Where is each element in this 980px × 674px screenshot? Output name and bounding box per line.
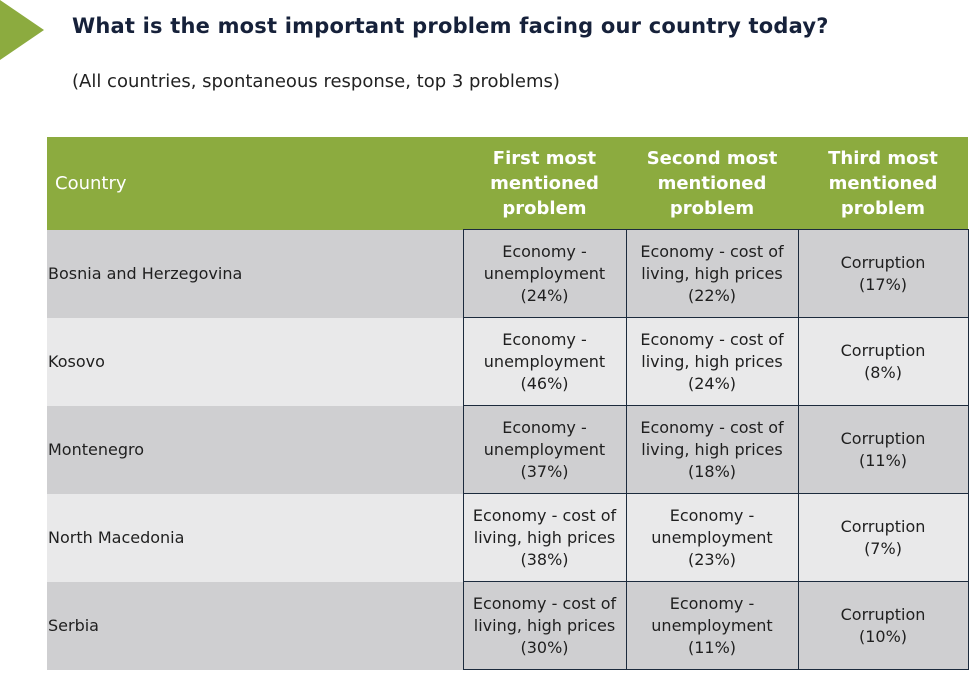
second-problem-cell: Economy - cost of living, high prices (1… xyxy=(625,405,799,494)
third-problem-cell: Corruption (17%) xyxy=(797,229,969,318)
cell-line: Corruption xyxy=(840,340,926,360)
first-problem-cell: Economy - unemployment (24%) xyxy=(462,229,627,318)
cell-line: Economy - xyxy=(502,241,587,261)
header-line: problem xyxy=(502,197,587,219)
cell-line: Economy - xyxy=(669,505,755,525)
column-header-second: Second most mentioned problem xyxy=(626,137,798,230)
table-header-row: Country First most mentioned problem Sec… xyxy=(47,137,968,230)
country-cell: Montenegro xyxy=(47,405,463,494)
cell-line: (10%) xyxy=(858,626,908,646)
cell-line: living, high prices xyxy=(473,615,616,635)
second-problem-cell: Economy - cost of living, high prices (2… xyxy=(625,317,799,406)
cell-line: Corruption xyxy=(840,516,926,536)
cell-line: Economy - xyxy=(502,417,587,437)
header-line: mentioned xyxy=(828,172,938,194)
cell-line: Corruption xyxy=(840,604,926,624)
table-row: Montenegro Economy - unemployment (37%) … xyxy=(47,405,969,494)
table-row: Bosnia and Herzegovina Economy - unemplo… xyxy=(47,229,969,318)
column-header-first: First most mentioned problem xyxy=(463,137,626,230)
cell-line: (37%) xyxy=(520,461,569,481)
country-cell: North Macedonia xyxy=(47,493,463,582)
cell-line: (11%) xyxy=(687,637,737,657)
table-row: Kosovo Economy - unemployment (46%) Econ… xyxy=(47,317,969,406)
first-problem-cell: Economy - unemployment (46%) xyxy=(462,317,627,406)
second-problem-cell: Economy - cost of living, high prices (2… xyxy=(625,229,799,318)
cell-line: Economy - xyxy=(669,593,755,613)
third-problem-cell: Corruption (10%) xyxy=(797,581,969,670)
cell-line: living, high prices xyxy=(473,527,616,547)
third-problem-cell: Corruption (7%) xyxy=(797,493,969,582)
cell-line: Economy - cost of xyxy=(472,593,617,613)
cell-line: (7%) xyxy=(864,538,902,558)
cell-line: Economy - cost of xyxy=(640,329,784,349)
cell-line: living, high prices xyxy=(641,263,783,283)
second-problem-cell: Economy - unemployment (11%) xyxy=(625,581,799,670)
cell-line: (24%) xyxy=(687,373,737,393)
cell-line: (46%) xyxy=(520,373,569,393)
cell-line: (23%) xyxy=(687,549,737,569)
header-line: Second most xyxy=(646,147,778,169)
cell-line: Economy - cost of xyxy=(472,505,617,525)
cell-line: (8%) xyxy=(864,362,902,382)
country-cell: Serbia xyxy=(47,581,463,670)
cell-line: Economy - cost of xyxy=(640,241,784,261)
third-problem-cell: Corruption (11%) xyxy=(797,405,969,494)
header-line: problem xyxy=(840,197,926,219)
cell-line: unemployment xyxy=(483,263,606,283)
cell-line: unemployment xyxy=(483,439,606,459)
header-line: problem xyxy=(669,197,755,219)
header-line: mentioned xyxy=(490,172,599,194)
column-header-third: Third most mentioned problem xyxy=(798,137,968,230)
first-problem-cell: Economy - unemployment (37%) xyxy=(462,405,627,494)
cell-line: (22%) xyxy=(687,285,737,305)
cell-line: living, high prices xyxy=(641,439,783,459)
cell-line: unemployment xyxy=(651,527,773,547)
cell-line: (18%) xyxy=(687,461,737,481)
header-line: Third most xyxy=(828,147,938,169)
country-cell: Bosnia and Herzegovina xyxy=(47,229,463,318)
cell-line: living, high prices xyxy=(641,351,783,371)
cell-line: unemployment xyxy=(483,351,606,371)
page-subtitle: (All countries, spontaneous response, to… xyxy=(72,71,560,92)
first-problem-cell: Economy - cost of living, high prices (3… xyxy=(462,493,627,582)
table-row: Serbia Economy - cost of living, high pr… xyxy=(47,581,969,670)
country-cell: Kosovo xyxy=(47,317,463,406)
cell-line: Corruption xyxy=(840,428,926,448)
cell-line: (30%) xyxy=(520,637,569,657)
cell-line: Economy - xyxy=(502,329,587,349)
cell-line: (11%) xyxy=(858,450,908,470)
first-problem-cell: Economy - cost of living, high prices (3… xyxy=(462,581,627,670)
page-title: What is the most important problem facin… xyxy=(72,14,829,38)
header-line: mentioned xyxy=(657,172,767,194)
second-problem-cell: Economy - unemployment (23%) xyxy=(625,493,799,582)
slide-arrow-icon xyxy=(0,0,44,60)
table-row: North Macedonia Economy - cost of living… xyxy=(47,493,969,582)
cell-line: (17%) xyxy=(858,274,908,294)
problems-table: Country First most mentioned problem Sec… xyxy=(47,137,969,670)
cell-line: Economy - cost of xyxy=(640,417,784,437)
cell-line: unemployment xyxy=(651,615,773,635)
third-problem-cell: Corruption (8%) xyxy=(797,317,969,406)
cell-line: (38%) xyxy=(520,549,569,569)
column-header-country: Country xyxy=(47,137,463,230)
header-line: First most xyxy=(492,147,597,169)
cell-line: Corruption xyxy=(840,252,926,272)
cell-line: (24%) xyxy=(520,285,569,305)
